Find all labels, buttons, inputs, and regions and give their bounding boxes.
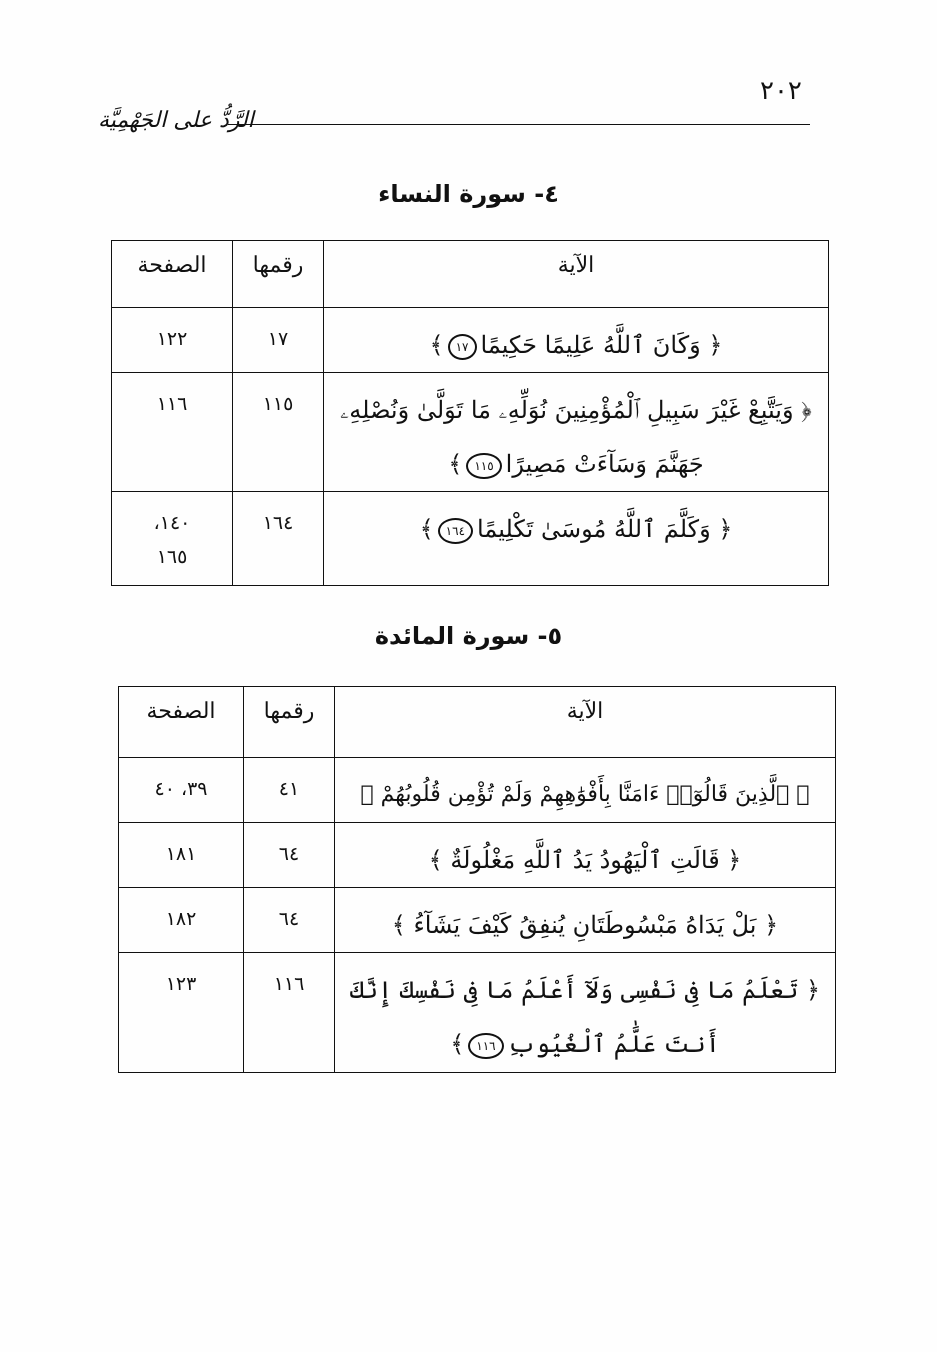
verse-text: ﴿ ٱلَّذِينَ قَالُوٓا۟ ءَامَنَّا بِأَفْوَ… (380, 782, 810, 807)
closing-bracket: ﴾ (450, 1030, 465, 1058)
number-cell: ٦٤ (243, 822, 335, 888)
table-row: ﴿ ٱلَّذِينَ قَالُوٓا۟ ءَامَنَّا بِأَفْوَ… (118, 757, 836, 823)
page-number: ٢٠٢ (760, 76, 802, 106)
table-maidah: الآية رقمها الصفحة ﴿ ٱلَّذِينَ قَالُوٓا۟… (118, 686, 836, 1073)
running-head: الرَّدُّ على الجَهْمِيَّة (98, 108, 254, 133)
verse-text: ﴿ تَعْلَمُ مَا فِى نَفْسِى وَلَآ أَعْلَم… (349, 976, 821, 1058)
verse-text: ﴿ وَيَتَّبِعْ غَيْرَ سَبِيلِ ٱلْمُؤْمِنِ… (340, 396, 812, 478)
verse-cell: ﴿ وَكَلَّمَ ٱللَّهُ مُوسَىٰ تَكْلِيمًا١٦… (323, 491, 829, 586)
verse-text: ﴿ قَالَتِ ٱلْيَهُودُ يَدُ ٱللَّهِ مَغْلُ… (450, 846, 742, 874)
table-nisa: الآية رقمها الصفحة ﴿ وَكَانَ ٱللَّهُ عَل… (111, 240, 829, 586)
closing-bracket: ﴾ (448, 450, 463, 478)
verse-text: ﴿ بَلْ يَدَاهُ مَبْسُوطَتَانِ يُنفِقُ كَ… (413, 911, 779, 939)
page-cell: ٣٩، ٤٠ (118, 757, 244, 823)
page-cell: ١٤٠، ١٦٥ (111, 491, 233, 586)
ayah-marker: ١١٦ (468, 1032, 504, 1059)
closing-bracket: ﴾ (360, 782, 374, 807)
table-row: ﴿ وَيَتَّبِعْ غَيْرَ سَبِيلِ ٱلْمُؤْمِنِ… (111, 372, 829, 492)
table-row: ﴿ وَكَلَّمَ ٱللَّهُ مُوسَىٰ تَكْلِيمًا١٦… (111, 491, 829, 586)
header-page: الصفحة (111, 240, 233, 308)
page-cell: ١٨٢ (118, 887, 244, 953)
verse-cell: ﴿ وَكَانَ ٱللَّهُ عَلِيمًا حَكِيمًا١٧﴾ (323, 307, 829, 373)
number-cell: ٦٤ (243, 887, 335, 953)
page-cell: ١٨١ (118, 822, 244, 888)
verse-cell: ﴿ ٱلَّذِينَ قَالُوٓا۟ ءَامَنَّا بِأَفْوَ… (334, 757, 836, 823)
page-cell: ١٢٢ (111, 307, 233, 373)
page-cell: ١١٦ (111, 372, 233, 492)
header-verse: الآية (323, 240, 829, 308)
verse-text: ﴿ وَكَانَ ٱللَّهُ عَلِيمًا حَكِيمًا (480, 331, 723, 359)
verse-cell: ﴿ قَالَتِ ٱلْيَهُودُ يَدُ ٱللَّهِ مَغْلُ… (334, 822, 836, 888)
closing-bracket: ﴾ (429, 331, 444, 359)
header-number: رقمها (232, 240, 324, 308)
closing-bracket: ﴾ (419, 515, 434, 543)
header-number: رقمها (243, 686, 335, 758)
verse-text: ﴿ وَكَلَّمَ ٱللَّهُ مُوسَىٰ تَكْلِيمًا (477, 515, 733, 543)
section-title-maidah: ٥- سورة المائدة (374, 622, 563, 650)
table-header-row: الآية رقمها الصفحة (118, 686, 836, 758)
ayah-marker: ١٦٤ (437, 517, 474, 544)
header-page: الصفحة (118, 686, 244, 758)
number-cell: ١٧ (232, 307, 324, 373)
table-row: ﴿ تَعْلَمُ مَا فِى نَفْسِى وَلَآ أَعْلَم… (118, 952, 836, 1073)
number-cell: ٤١ (243, 757, 335, 823)
header-rule (228, 124, 810, 125)
table-row: ﴿ وَكَانَ ٱللَّهُ عَلِيمًا حَكِيمًا١٧﴾ ١… (111, 307, 829, 373)
verse-cell: ﴿ وَيَتَّبِعْ غَيْرَ سَبِيلِ ٱلْمُؤْمِنِ… (323, 372, 829, 492)
table-row: ﴿ قَالَتِ ٱلْيَهُودُ يَدُ ٱللَّهِ مَغْلُ… (118, 822, 836, 888)
closing-bracket: ﴾ (391, 911, 406, 939)
number-cell: ١١٥ (232, 372, 324, 492)
page-cell: ١٢٣ (118, 952, 244, 1073)
verse-cell: ﴿ بَلْ يَدَاهُ مَبْسُوطَتَانِ يُنفِقُ كَ… (334, 887, 836, 953)
ayah-marker: ١٧ (447, 333, 477, 360)
closing-bracket: ﴾ (428, 846, 443, 874)
section-title-nisa: ٤- سورة النساء (378, 180, 559, 208)
table-header-row: الآية رقمها الصفحة (111, 240, 829, 308)
table-row: ﴿ بَلْ يَدَاهُ مَبْسُوطَتَانِ يُنفِقُ كَ… (118, 887, 836, 953)
number-cell: ١٦٤ (232, 491, 324, 586)
verse-cell: ﴿ تَعْلَمُ مَا فِى نَفْسِى وَلَآ أَعْلَم… (334, 952, 836, 1073)
number-cell: ١١٦ (243, 952, 335, 1073)
ayah-marker: ١١٥ (466, 452, 502, 479)
header-verse: الآية (334, 686, 836, 758)
